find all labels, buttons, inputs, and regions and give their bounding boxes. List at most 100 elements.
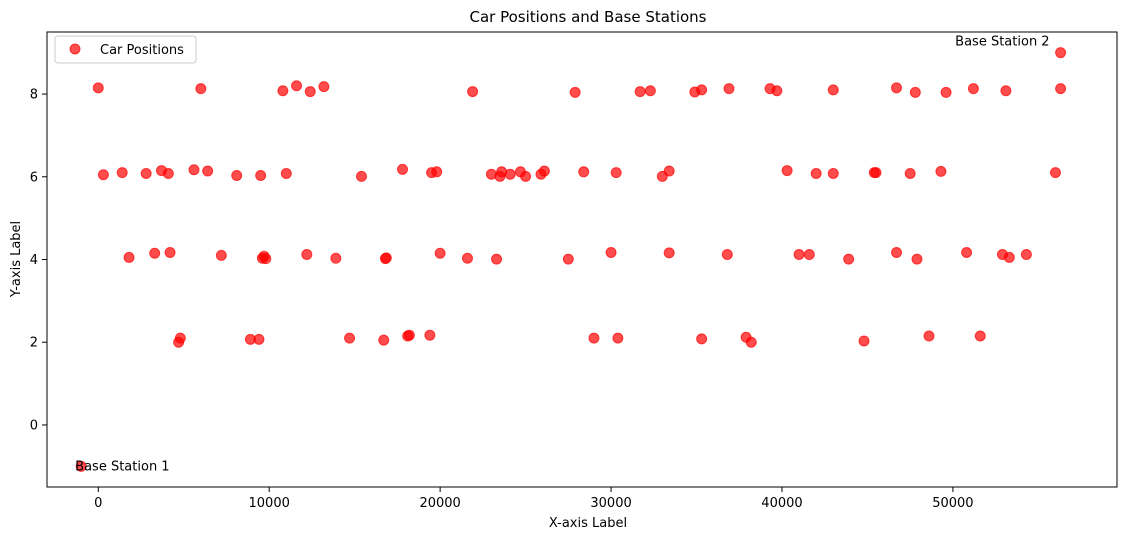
- car-position-point: [461, 252, 473, 264]
- car-position-point: [378, 334, 390, 346]
- car-position-point: [277, 85, 289, 97]
- car-position-point: [858, 335, 870, 347]
- x-axis-ticks: 0 10000 20000 30000 40000 50000: [94, 487, 974, 511]
- car-position-point: [255, 170, 267, 182]
- legend: Car Positions: [54, 35, 197, 64]
- legend-box: [54, 35, 197, 64]
- y-tick-label: 4: [30, 253, 38, 268]
- car-position-point: [771, 85, 783, 97]
- x-tick-label: 10000: [249, 496, 290, 511]
- car-position-point: [696, 333, 708, 345]
- car-position-point: [140, 167, 152, 179]
- car-position-point: [578, 166, 590, 178]
- car-position-point: [721, 249, 733, 261]
- car-position-point: [663, 247, 675, 259]
- car-position-point: [843, 253, 855, 265]
- car-position-point: [356, 170, 368, 182]
- y-tick-label: 8: [30, 88, 38, 103]
- car-position-point: [231, 170, 243, 182]
- car-position-point: [1055, 47, 1067, 59]
- x-tick-label: 0: [94, 496, 102, 511]
- car-position-point: [467, 86, 479, 98]
- legend-marker: [69, 43, 81, 55]
- car-position-point: [827, 167, 839, 179]
- car-position-point: [116, 167, 128, 179]
- car-position-point: [588, 332, 600, 344]
- car-position-point: [188, 164, 200, 176]
- x-tick-label: 30000: [590, 496, 631, 511]
- car-position-point: [644, 85, 656, 97]
- y-axis-ticks: 0 2 4 6 8: [30, 88, 47, 433]
- car-position-point: [967, 83, 979, 95]
- car-position-point: [870, 167, 882, 179]
- annotations: Base Station 1 Base Station 2: [75, 35, 1049, 475]
- car-position-point: [97, 169, 109, 181]
- car-position-point: [610, 167, 622, 179]
- car-position-point: [1003, 251, 1015, 263]
- car-position-point: [164, 246, 176, 258]
- car-position-point: [260, 253, 272, 265]
- car-position-point: [75, 460, 87, 472]
- base-station-label: Base Station 2: [955, 35, 1049, 50]
- car-position-point: [431, 166, 443, 178]
- car-position-point: [961, 246, 973, 258]
- car-position-point: [538, 165, 550, 177]
- car-position-point: [491, 253, 503, 265]
- car-position-point: [1049, 167, 1061, 179]
- car-position-point: [202, 165, 214, 177]
- car-position-point: [123, 251, 135, 263]
- car-position-point: [424, 329, 436, 341]
- car-position-point: [291, 80, 303, 92]
- y-tick-label: 0: [30, 418, 38, 433]
- car-position-point: [318, 81, 330, 93]
- car-position-point: [397, 163, 409, 175]
- car-position-point: [745, 336, 757, 348]
- y-axis-title: Y-axis Label: [9, 221, 24, 298]
- x-axis-title: X-axis Label: [549, 516, 627, 531]
- car-position-point: [793, 249, 805, 261]
- plot-frame: [46, 31, 1118, 488]
- car-position-point: [1000, 85, 1012, 97]
- car-position-point: [562, 253, 574, 265]
- car-position-point: [403, 329, 415, 341]
- car-position-point: [612, 332, 624, 344]
- car-position-point: [723, 83, 735, 95]
- base-station-label: Base Station 1: [75, 459, 169, 474]
- car-position-point: [330, 252, 342, 264]
- car-position-point: [803, 249, 815, 261]
- car-position-point: [891, 246, 903, 258]
- legend-label: Car Positions: [100, 43, 184, 58]
- car-position-point: [605, 246, 617, 258]
- x-tick-label: 20000: [419, 496, 460, 511]
- car-position-point: [911, 253, 923, 265]
- car-position-point: [781, 165, 793, 177]
- y-tick-label: 6: [30, 170, 38, 185]
- car-position-point: [520, 170, 532, 182]
- car-position-point: [810, 167, 822, 179]
- car-position-point: [827, 84, 839, 96]
- car-position-point: [891, 82, 903, 94]
- car-position-point: [434, 247, 446, 259]
- car-position-point: [663, 165, 675, 177]
- car-position-point: [569, 86, 581, 98]
- car-position-point: [504, 168, 516, 180]
- car-position-point: [344, 332, 356, 344]
- car-position-point: [909, 86, 921, 98]
- car-position-point: [195, 83, 207, 95]
- car-position-point: [1055, 83, 1067, 95]
- car-position-point: [380, 252, 392, 264]
- chart-title: Car Positions and Base Stations: [469, 8, 706, 26]
- car-position-point: [974, 330, 986, 342]
- car-position-point: [923, 330, 935, 342]
- car-position-point: [149, 247, 161, 259]
- car-position-point: [301, 249, 313, 261]
- car-position-point: [1020, 249, 1032, 261]
- car-position-point: [215, 249, 227, 261]
- car-position-point: [174, 332, 186, 344]
- car-position-point: [280, 167, 292, 179]
- car-position-point: [904, 167, 916, 179]
- car-position-point: [162, 167, 174, 179]
- car-position-point: [940, 86, 952, 98]
- car-positions-series: [75, 47, 1067, 472]
